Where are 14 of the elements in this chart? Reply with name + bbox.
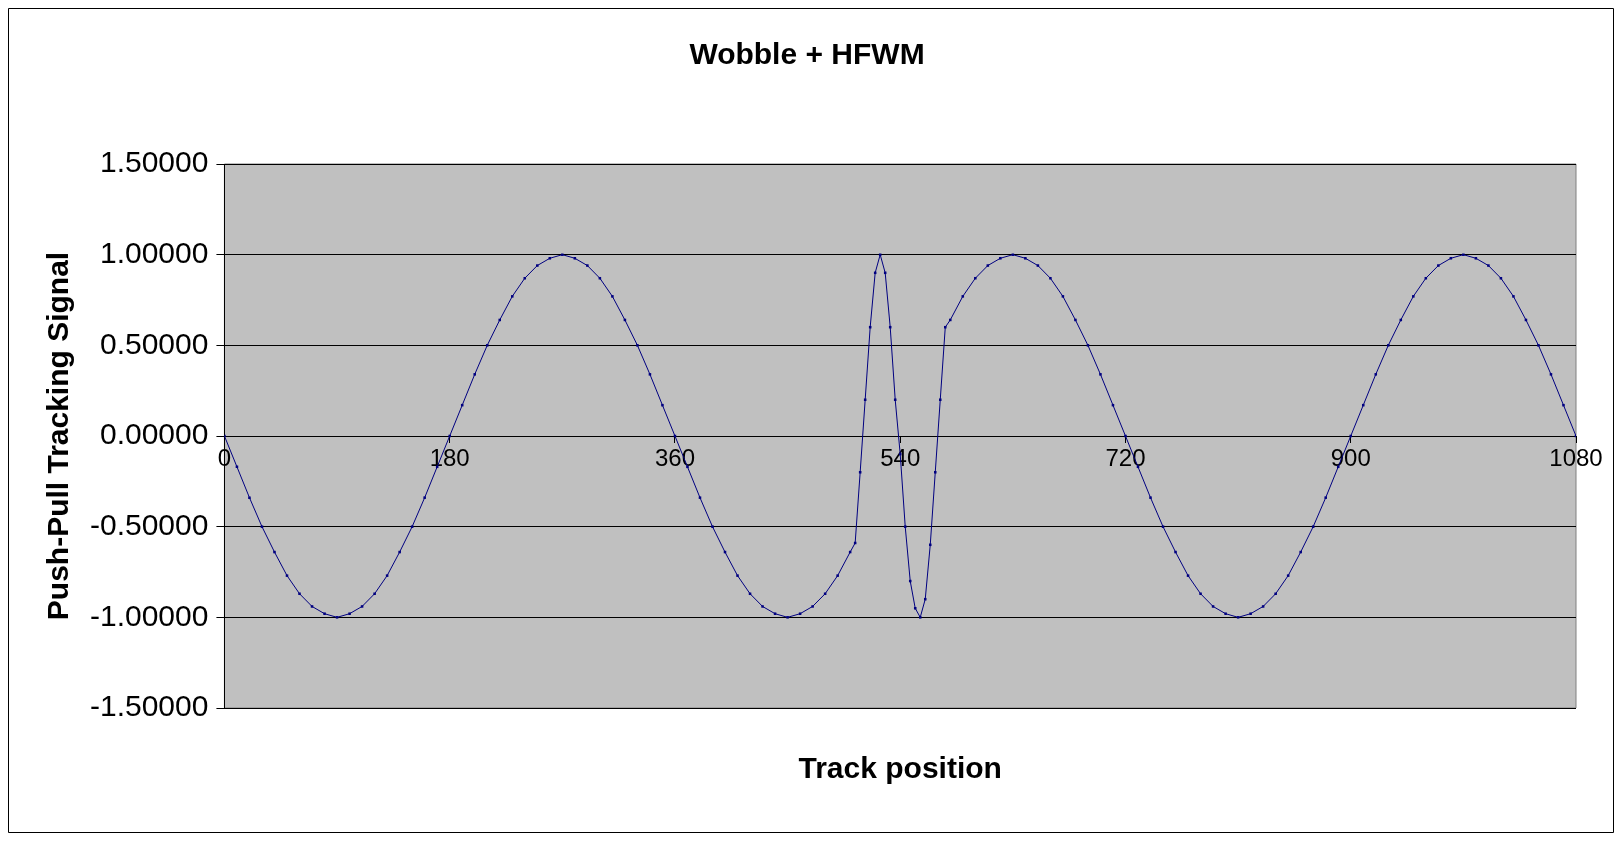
x-tick-label: 1080 [1549,444,1603,472]
y-tick-label: 1.50000 [99,145,209,179]
y-tick-label: 0.50000 [99,326,209,360]
chart-title: Wobble + HFWM [689,37,925,71]
x-tick-label: 180 [429,444,470,472]
x-axis-title: Track position [798,751,1002,785]
x-tick-label: 900 [1330,444,1371,472]
y-tick-label: -1.00000 [90,598,209,632]
y-tick-label: 0.00000 [99,417,209,451]
y-axis-title: Push-Pull Tracking Signal [41,251,75,621]
y-tick-label: -1.50000 [90,689,209,723]
y-tick-label: -0.50000 [90,507,209,541]
x-tick-label: 720 [1105,444,1146,472]
y-tick-label: 1.00000 [99,235,209,269]
